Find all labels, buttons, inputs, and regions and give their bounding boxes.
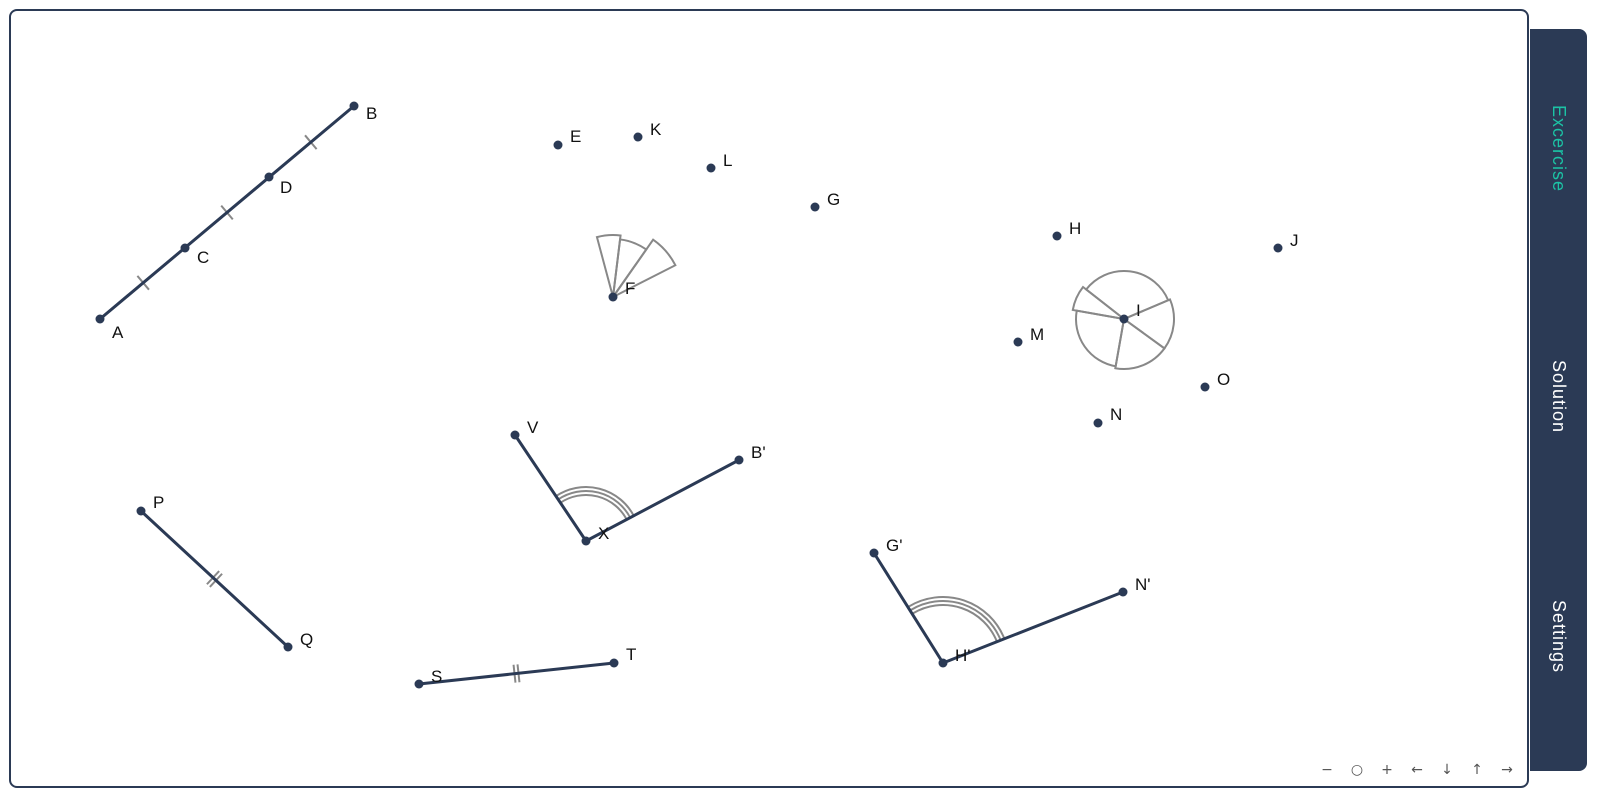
point-O[interactable] bbox=[1200, 382, 1210, 392]
angle-arc-X bbox=[559, 494, 628, 521]
angle-sector-I bbox=[1084, 270, 1170, 321]
point-label-O: O bbox=[1217, 370, 1230, 389]
point-V[interactable] bbox=[510, 430, 520, 440]
point-I[interactable] bbox=[1119, 314, 1129, 324]
point-label-B: B bbox=[366, 104, 377, 123]
point-label-I: I bbox=[1136, 301, 1141, 320]
point-H[interactable] bbox=[1052, 231, 1062, 241]
point-F[interactable] bbox=[608, 292, 618, 302]
view-controls: − ○ + ← ↓ ↑ → bbox=[1312, 760, 1522, 780]
segment-ST[interactable] bbox=[417, 661, 616, 686]
angle-arc-H bbox=[908, 596, 1006, 639]
segment-PQ[interactable] bbox=[139, 509, 290, 649]
point-label-E: E bbox=[570, 127, 581, 146]
point-label-H: H bbox=[1069, 219, 1081, 238]
pan-left-button[interactable]: ← bbox=[1411, 762, 1423, 778]
point-label-X: X bbox=[598, 524, 609, 543]
point-label-G': G' bbox=[886, 536, 902, 555]
segment-XB'[interactable] bbox=[584, 458, 741, 543]
pan-up-button[interactable]: ↑ bbox=[1471, 762, 1483, 778]
point-H'[interactable] bbox=[938, 658, 948, 668]
point-B'[interactable] bbox=[734, 455, 744, 465]
tab-settings-label: Settings bbox=[1549, 600, 1569, 674]
point-label-A: A bbox=[112, 323, 124, 342]
point-C[interactable] bbox=[180, 243, 190, 253]
point-T[interactable] bbox=[609, 658, 619, 668]
point-label-D: D bbox=[280, 178, 292, 197]
point-label-L: L bbox=[723, 151, 732, 170]
angle-sector-F bbox=[595, 234, 622, 298]
point-label-T: T bbox=[626, 645, 636, 664]
point-label-K: K bbox=[650, 120, 662, 139]
point-K[interactable] bbox=[633, 132, 643, 142]
point-label-F: F bbox=[625, 279, 635, 298]
tab-solution-label: Solution bbox=[1549, 360, 1569, 434]
segment-H'N'[interactable] bbox=[941, 590, 1125, 665]
pan-right-button[interactable]: → bbox=[1501, 762, 1513, 778]
angle-sector-I bbox=[1071, 285, 1125, 320]
point-label-V: V bbox=[527, 418, 539, 437]
point-label-Q: Q bbox=[300, 630, 313, 649]
segment-VX[interactable] bbox=[513, 433, 588, 543]
point-P[interactable] bbox=[136, 506, 146, 516]
point-G'[interactable] bbox=[869, 548, 879, 558]
point-M[interactable] bbox=[1013, 337, 1023, 347]
tab-settings[interactable]: Settings bbox=[1530, 527, 1587, 747]
angle-arc-H bbox=[910, 600, 1002, 641]
point-label-G: G bbox=[827, 190, 840, 209]
angle-arc-X bbox=[555, 486, 636, 517]
point-A[interactable] bbox=[95, 314, 105, 324]
point-label-N: N bbox=[1110, 405, 1122, 424]
segment-AB[interactable] bbox=[98, 104, 356, 321]
angle-arc-H bbox=[912, 604, 998, 642]
point-label-J: J bbox=[1290, 231, 1299, 250]
point-X[interactable] bbox=[581, 536, 591, 546]
angle-sector-I bbox=[1114, 317, 1166, 370]
tab-excercise-label: Excercise bbox=[1549, 105, 1569, 193]
point-N'[interactable] bbox=[1118, 587, 1128, 597]
tab-solution[interactable]: Solution bbox=[1530, 287, 1587, 507]
point-J[interactable] bbox=[1273, 243, 1283, 253]
zoom-out-button[interactable]: − bbox=[1321, 762, 1333, 778]
point-label-C: C bbox=[197, 248, 209, 267]
geometry-drawing[interactable]: A B C D E K L G F H J I M O N V B' X P Q S T G' N' H' bbox=[9, 9, 1520, 779]
geometry-canvas[interactable]: A B C D E K L G F H J I M O N V B' X P Q S T G' N' H' bbox=[9, 9, 1529, 788]
point-E[interactable] bbox=[553, 140, 563, 150]
point-B[interactable] bbox=[349, 101, 359, 111]
point-L[interactable] bbox=[706, 163, 716, 173]
point-label-P: P bbox=[153, 493, 164, 512]
angle-arc-X bbox=[557, 490, 632, 519]
point-D[interactable] bbox=[264, 172, 274, 182]
point-G[interactable] bbox=[810, 202, 820, 212]
segment-G'H'[interactable] bbox=[872, 551, 945, 665]
sidebar: Excercise Solution Settings bbox=[1530, 29, 1587, 771]
angle-sector-F bbox=[612, 238, 677, 298]
point-S[interactable] bbox=[414, 679, 424, 689]
zoom-in-button[interactable]: + bbox=[1381, 762, 1393, 778]
point-label-S: S bbox=[431, 667, 442, 686]
tab-excercise[interactable]: Excercise bbox=[1530, 39, 1587, 259]
point-N[interactable] bbox=[1093, 418, 1103, 428]
pan-down-button[interactable]: ↓ bbox=[1441, 762, 1453, 778]
angle-sector-I bbox=[1075, 309, 1126, 368]
point-label-B': B' bbox=[751, 443, 766, 462]
point-label-H': H' bbox=[955, 646, 971, 665]
reset-zoom-button[interactable]: ○ bbox=[1350, 762, 1364, 778]
point-Q[interactable] bbox=[283, 642, 293, 652]
point-label-M: M bbox=[1030, 325, 1044, 344]
point-label-N': N' bbox=[1135, 575, 1151, 594]
